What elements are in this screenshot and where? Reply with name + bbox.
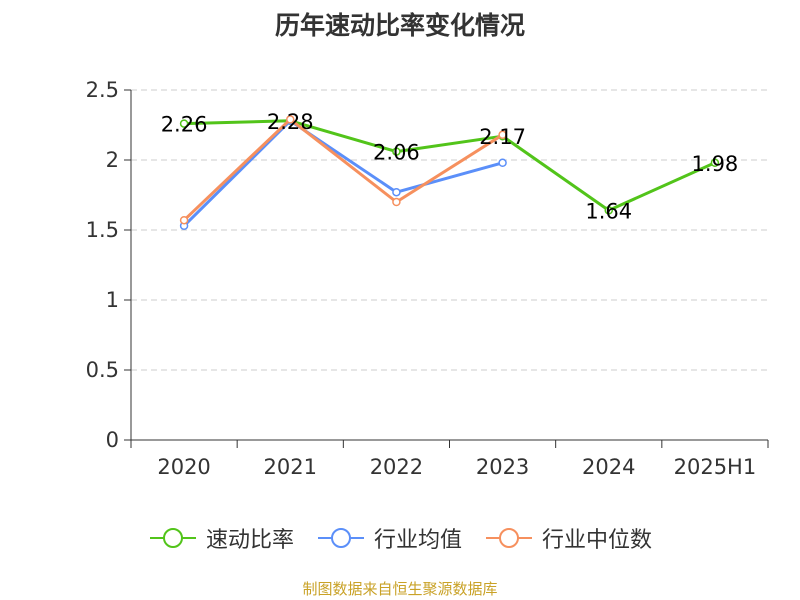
- data-point[interactable]: [392, 197, 401, 207]
- x-tick-label: 2025H1: [674, 455, 757, 479]
- data-label: 2.17: [479, 125, 526, 149]
- data-point[interactable]: [604, 206, 613, 215]
- chart-title: 历年速动比率变化情况: [274, 11, 525, 40]
- data-point[interactable]: [498, 158, 507, 168]
- data-point[interactable]: [710, 158, 720, 168]
- data-label: 2.26: [161, 113, 208, 137]
- x-tick-label: 2024: [582, 455, 635, 479]
- y-tick-label: 1.5: [86, 218, 119, 242]
- data-point[interactable]: [498, 130, 507, 140]
- data-point[interactable]: [286, 115, 295, 124]
- data-labels: 2.26 2.28 2.06 2.17 1.64 1.98: [161, 110, 739, 224]
- legend-line-marker-icon: [486, 528, 532, 548]
- x-tick-label: 2020: [157, 455, 210, 479]
- legend-label: 行业中位数: [542, 528, 653, 553]
- data-label: 1.64: [585, 199, 632, 223]
- legend-item[interactable]: 速动比率: [148, 522, 294, 554]
- source-note: 制图数据来自恒生聚源数据库: [302, 580, 498, 598]
- data-label: 2.06: [373, 141, 420, 165]
- data-point[interactable]: [179, 215, 189, 225]
- data-point[interactable]: [179, 119, 189, 128]
- data-point[interactable]: [392, 147, 401, 156]
- x-tick-label: 2021: [264, 455, 317, 479]
- legend-line-marker-icon: [149, 528, 196, 548]
- y-tick-label: 0: [106, 428, 119, 452]
- legend-label: 行业均值: [373, 528, 462, 553]
- axes: 0 0.5 1 1.5 2 2.5 2020 2021 2022 2023 2024 2025H1: [86, 78, 769, 479]
- legend-item[interactable]: 行业中位数: [484, 522, 652, 554]
- x-tick-label: 2023: [476, 455, 529, 479]
- legend-item[interactable]: 行业均值: [316, 522, 462, 554]
- legend-line-marker-icon: [317, 528, 364, 548]
- data-label: 1.98: [692, 152, 739, 176]
- y-tick-label: 1: [106, 288, 119, 312]
- y-tick-label: 0.5: [86, 358, 119, 382]
- x-tick-label: 2022: [370, 455, 423, 479]
- series-line-1: [183, 119, 503, 227]
- series-lines: [179, 115, 720, 231]
- data-point[interactable]: [392, 187, 401, 197]
- grid-lines: [131, 89, 768, 371]
- series-line-2: [183, 117, 504, 222]
- data-label: 2.28: [267, 110, 314, 134]
- legend-label: 速动比率: [205, 528, 294, 553]
- series-line-0: [184, 119, 716, 212]
- legend: 速动比率 行业均值 行业中位数: [0, 518, 800, 558]
- y-tick-label: 2: [106, 148, 119, 172]
- y-tick-label: 2.5: [86, 78, 119, 102]
